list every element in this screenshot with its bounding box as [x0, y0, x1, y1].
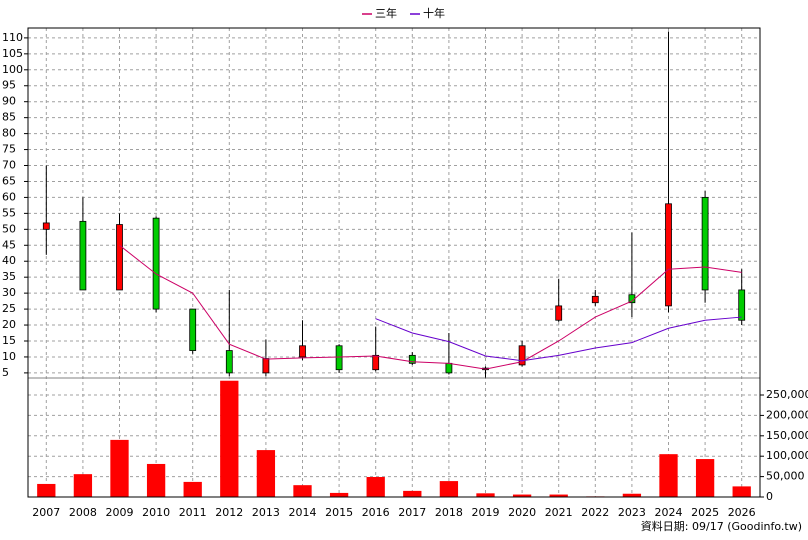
x-tick-label: 2024: [655, 506, 683, 519]
candle-body: [189, 308, 197, 351]
y2-tick-label: 250,000: [766, 388, 808, 401]
volume-bar: [549, 494, 568, 497]
volume-bar: [220, 380, 239, 497]
y2-tick-label: 200,000: [766, 408, 808, 421]
y-tick-label: 20: [2, 318, 16, 331]
candle-body: [701, 197, 709, 291]
y-tick-label: 90: [2, 95, 16, 108]
x-tick-label: 2007: [32, 506, 60, 519]
y2-tick-label: 100,000: [766, 449, 808, 462]
candle-body: [299, 345, 306, 358]
volume-bar: [512, 494, 532, 497]
volume-bar: [110, 439, 129, 497]
volume-bar: [732, 486, 751, 497]
y-tick-label: 30: [2, 286, 16, 299]
y-tick-label: 55: [2, 206, 16, 219]
footer: 資料日期: 09/17 (Goodinfo.tw): [641, 519, 802, 533]
candle-body: [591, 295, 599, 304]
x-tick-label: 2019: [472, 506, 500, 519]
y-tick-label: 75: [2, 143, 16, 156]
x-tick-label: 2015: [325, 506, 353, 519]
volume-bar: [403, 490, 422, 497]
x-tick-label: 2016: [362, 506, 390, 519]
x-tick-label: 2012: [215, 506, 243, 519]
plot-border: [27, 27, 761, 498]
volume-bar: [183, 481, 202, 497]
y2-tick-label: 150,000: [766, 429, 808, 442]
y-tick-label: 15: [2, 334, 16, 347]
candle-body: [262, 358, 270, 374]
y-tick-label: 95: [2, 79, 16, 92]
x-tick-label: 2026: [728, 506, 756, 519]
x-tick-label: 2023: [618, 506, 646, 519]
x-tick-label: 2020: [508, 506, 536, 519]
y-tick-label: 25: [2, 302, 16, 315]
volume-bar: [622, 493, 642, 497]
y-tick-label: 105: [2, 47, 23, 60]
y-tick-label: 5: [2, 366, 9, 379]
x-tick-label: 2010: [142, 506, 170, 519]
volume-bar: [293, 485, 312, 497]
candle-body: [152, 217, 160, 310]
y-tick-label: 70: [2, 159, 16, 172]
volume-bar: [366, 477, 385, 497]
x-tick-label: 2008: [69, 506, 97, 519]
x-tick-label: 2011: [179, 506, 207, 519]
x-tick-label: 2009: [106, 506, 134, 519]
legend-label: 三年: [375, 6, 397, 20]
volume-bar: [329, 492, 349, 497]
candle-body: [408, 354, 416, 364]
candle-body: [445, 362, 453, 374]
candle-body: [116, 224, 123, 291]
volume-bar: [73, 474, 93, 497]
candle-body: [555, 305, 563, 321]
y-tick-label: 40: [2, 254, 16, 267]
volume-bar: [439, 481, 459, 497]
candle-body: [738, 289, 746, 321]
legend-label: 十年: [423, 6, 445, 20]
volume-bar: [476, 493, 495, 497]
x-tick-label: 2014: [289, 506, 317, 519]
candle-body: [665, 203, 672, 307]
candle-body: [518, 345, 526, 366]
y-tick-label: 60: [2, 190, 16, 203]
y-tick-label: 65: [2, 174, 16, 187]
y-tick-label: 110: [2, 31, 23, 44]
y-tick-label: 100: [2, 63, 23, 76]
candle-body: [42, 222, 50, 230]
y-tick-label: 10: [2, 350, 16, 363]
volume-bar: [256, 450, 276, 497]
x-tick-label: 2022: [581, 506, 609, 519]
candle-body: [335, 345, 343, 371]
plot-background: [28, 28, 760, 497]
x-tick-label: 2017: [398, 506, 426, 519]
x-tick-label: 2025: [691, 506, 719, 519]
y2-tick-label: 0: [766, 490, 773, 503]
x-tick-label: 2021: [545, 506, 573, 519]
ma-line: [375, 316, 742, 362]
x-tick-label: 2018: [435, 506, 463, 519]
y-tick-label: 35: [2, 270, 16, 283]
volume-bar: [146, 463, 166, 497]
volume-bar: [37, 483, 56, 497]
candle-body: [372, 354, 380, 371]
candle-body: [225, 350, 233, 374]
y-tick-label: 80: [2, 127, 16, 140]
candle-body: [79, 220, 87, 291]
y-tick-label: 45: [2, 238, 16, 251]
ma-line: [119, 244, 742, 370]
y-tick-label: 85: [2, 111, 16, 124]
x-tick-label: 2013: [252, 506, 280, 519]
volume-bar: [659, 454, 678, 497]
y2-tick-label: 50,000: [766, 470, 805, 483]
volume-bar: [695, 459, 715, 497]
y-tick-label: 50: [2, 222, 16, 235]
